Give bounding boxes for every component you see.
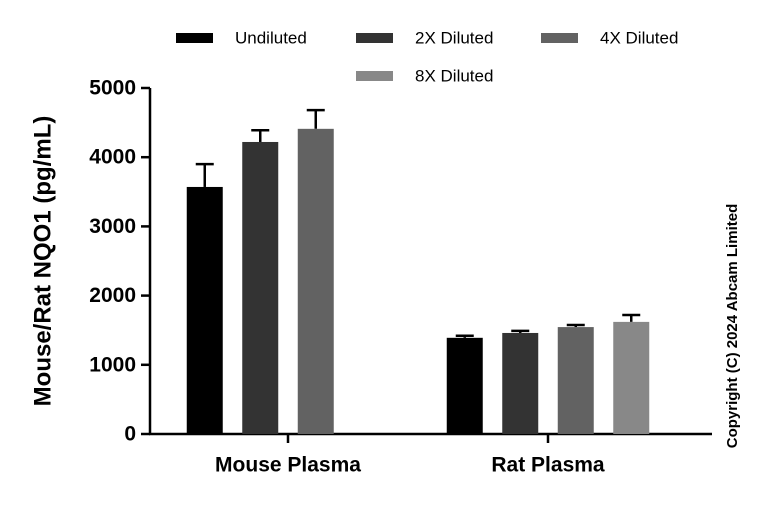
y-tick-label: 2000: [89, 284, 136, 307]
bar: [446, 337, 483, 434]
y-tick-label: 1000: [89, 353, 136, 376]
y-tick-label: 4000: [89, 146, 136, 169]
x-tick-label: Rat Plasma: [491, 454, 605, 477]
legend-swatch: [176, 33, 213, 43]
legend-label: Undiluted: [235, 28, 307, 47]
legend-label: 2X Diluted: [415, 28, 493, 47]
legend-label: 4X Diluted: [600, 28, 678, 47]
bar: [613, 321, 650, 434]
y-tick-label: 5000: [89, 77, 136, 100]
legend-swatch: [541, 33, 578, 43]
bar: [242, 141, 279, 434]
copyright: Copyright (C) 2024 Abcam Limited: [724, 204, 741, 448]
y-tick-label: 0: [124, 423, 136, 446]
bar: [186, 186, 223, 434]
legend-label: 8X Diluted: [415, 66, 493, 85]
y-tick-label: 3000: [89, 215, 136, 238]
legend-swatch: [356, 33, 393, 43]
x-tick-label: Mouse Plasma: [215, 454, 361, 477]
bar: [502, 332, 539, 434]
legend-swatch: [356, 71, 393, 81]
y-axis-label: Mouse/Rat NQO1 (pg/mL): [29, 116, 56, 407]
bar: [297, 128, 334, 434]
bar: [557, 327, 594, 434]
